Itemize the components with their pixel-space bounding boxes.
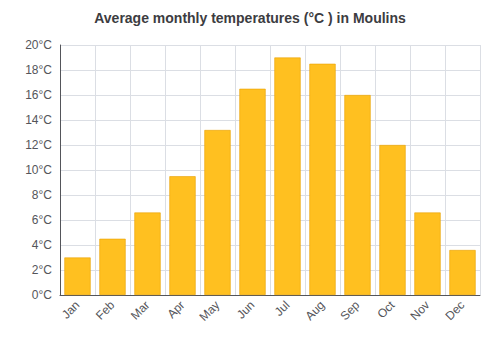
svg-text:4°C: 4°C <box>32 238 52 252</box>
svg-text:14°C: 14°C <box>25 113 52 127</box>
svg-text:6°C: 6°C <box>32 213 52 227</box>
svg-text:18°C: 18°C <box>25 63 52 77</box>
svg-text:Jul: Jul <box>272 298 293 319</box>
svg-text:Feb: Feb <box>93 298 118 323</box>
svg-text:Average monthly temperatures (: Average monthly temperatures (°C ) in Mo… <box>94 10 406 26</box>
svg-text:May: May <box>197 298 223 324</box>
svg-text:8°C: 8°C <box>32 188 52 202</box>
svg-text:10°C: 10°C <box>25 163 52 177</box>
svg-text:Oct: Oct <box>374 298 398 322</box>
svg-text:2°C: 2°C <box>32 263 52 277</box>
svg-text:Mar: Mar <box>128 298 153 322</box>
svg-text:Dec: Dec <box>442 298 467 323</box>
svg-text:Sep: Sep <box>337 298 362 323</box>
svg-text:Jun: Jun <box>234 298 258 322</box>
svg-text:Apr: Apr <box>164 298 187 321</box>
svg-text:0°C: 0°C <box>32 288 52 302</box>
svg-text:20°C: 20°C <box>25 38 52 52</box>
svg-text:Nov: Nov <box>407 298 432 323</box>
svg-text:12°C: 12°C <box>25 138 52 152</box>
svg-text:Aug: Aug <box>302 298 327 323</box>
svg-text:16°C: 16°C <box>25 88 52 102</box>
svg-text:Jan: Jan <box>59 298 83 322</box>
